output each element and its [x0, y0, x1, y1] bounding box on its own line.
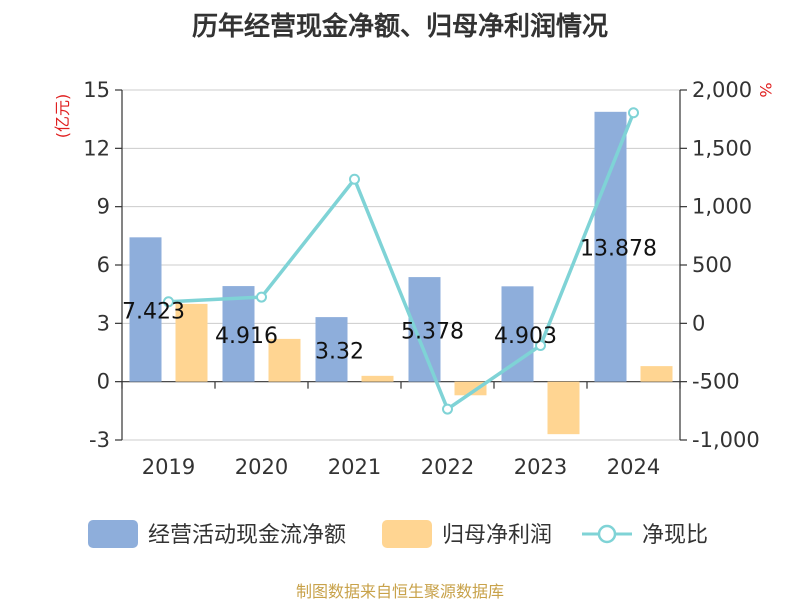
- line-cash-ratio: [168, 112, 636, 412]
- bar-net-profit: [547, 381, 580, 435]
- right-axis-unit: %: [756, 82, 775, 97]
- bar-operating-cash-flow: [222, 286, 255, 382]
- bar-net-profit: [454, 381, 487, 396]
- source-note: 制图数据来自恒生聚源数据库: [295, 582, 504, 601]
- left-axis-tick-label: 3: [97, 311, 110, 335]
- bar-operating-cash-flow: [501, 286, 534, 382]
- left-axis-tick-label: 9: [97, 195, 110, 219]
- legend-label: 经营活动现金流净额: [148, 523, 346, 548]
- left-axis-tick-label: 6: [97, 253, 110, 277]
- left-axis-tick-label: 15: [83, 78, 110, 102]
- data-label: 7.423: [122, 299, 185, 324]
- data-label: 13.878: [580, 237, 657, 262]
- line-point: [628, 107, 639, 119]
- right-axis-tick-label: 1,000: [692, 195, 752, 219]
- bar-operating-cash-flow: [594, 111, 627, 382]
- data-labels: 7.423 4.916 3.32 5.378 4.903 13.878: [122, 237, 657, 365]
- data-label: 4.916: [215, 324, 278, 349]
- right-axis-tick-label: 0: [692, 311, 705, 335]
- x-axis-tick-label: 2020: [235, 455, 288, 479]
- right-axis-tick-label: -1,000: [692, 428, 760, 452]
- legend-swatch: [88, 520, 138, 548]
- line-point: [163, 296, 174, 308]
- x-axis-tick-label: 2022: [421, 455, 474, 479]
- bar-net-profit: [640, 366, 673, 382]
- line-point: [442, 403, 453, 415]
- data-label: 3.32: [315, 339, 364, 364]
- right-axis-tick-label: -500: [692, 370, 740, 394]
- legend-label: 净现比: [642, 523, 708, 548]
- grid-lines: [122, 89, 680, 441]
- line-point: [256, 291, 267, 303]
- line-series: [163, 107, 639, 415]
- legend-item[interactable]: 经营活动现金流净额: [88, 520, 346, 548]
- legend-item[interactable]: 净现比: [582, 523, 708, 548]
- line-point: [535, 340, 546, 351]
- left-axis-tick-label: -3: [89, 428, 110, 452]
- right-axis-tick-label: 500: [692, 253, 732, 277]
- left-axis-tick-label: 0: [97, 370, 110, 394]
- x-axis-tick-label: 2021: [328, 455, 381, 479]
- chart-title: 历年经营现金净额、归母净利润情况: [191, 12, 608, 42]
- bar-series: [129, 111, 673, 435]
- x-axis-tick-label: 2019: [142, 455, 195, 479]
- bar-net-profit: [175, 303, 208, 382]
- left-axis-tick-label: 12: [83, 136, 110, 160]
- axes: 15 12 9 6 3 0 -3 2,000 1,500 1,000 500 0 -500 -1,000 2…: [53, 78, 775, 479]
- legend-label: 归母净利润: [442, 523, 552, 548]
- right-axis-tick-label: 1,500: [692, 136, 752, 160]
- bar-net-profit: [268, 338, 301, 382]
- line-point: [349, 173, 360, 185]
- legend-item[interactable]: 归母净利润: [382, 520, 552, 548]
- data-label: 5.378: [401, 319, 464, 344]
- right-axis-tick-label: 2,000: [692, 78, 752, 102]
- data-label: 4.903: [494, 324, 557, 349]
- bar-operating-cash-flow: [315, 317, 348, 382]
- legend-swatch: [382, 520, 432, 548]
- chart-legend[interactable]: 经营活动现金流净额 归母净利润 净现比: [88, 520, 708, 548]
- x-axis-tick-label: 2023: [514, 455, 567, 479]
- left-axis-unit: (亿元): [53, 94, 72, 139]
- x-axis-tick-label: 2024: [607, 455, 660, 479]
- bar-net-profit: [361, 375, 394, 382]
- legend-marker: [597, 524, 617, 544]
- bar-operating-cash-flow: [129, 237, 162, 382]
